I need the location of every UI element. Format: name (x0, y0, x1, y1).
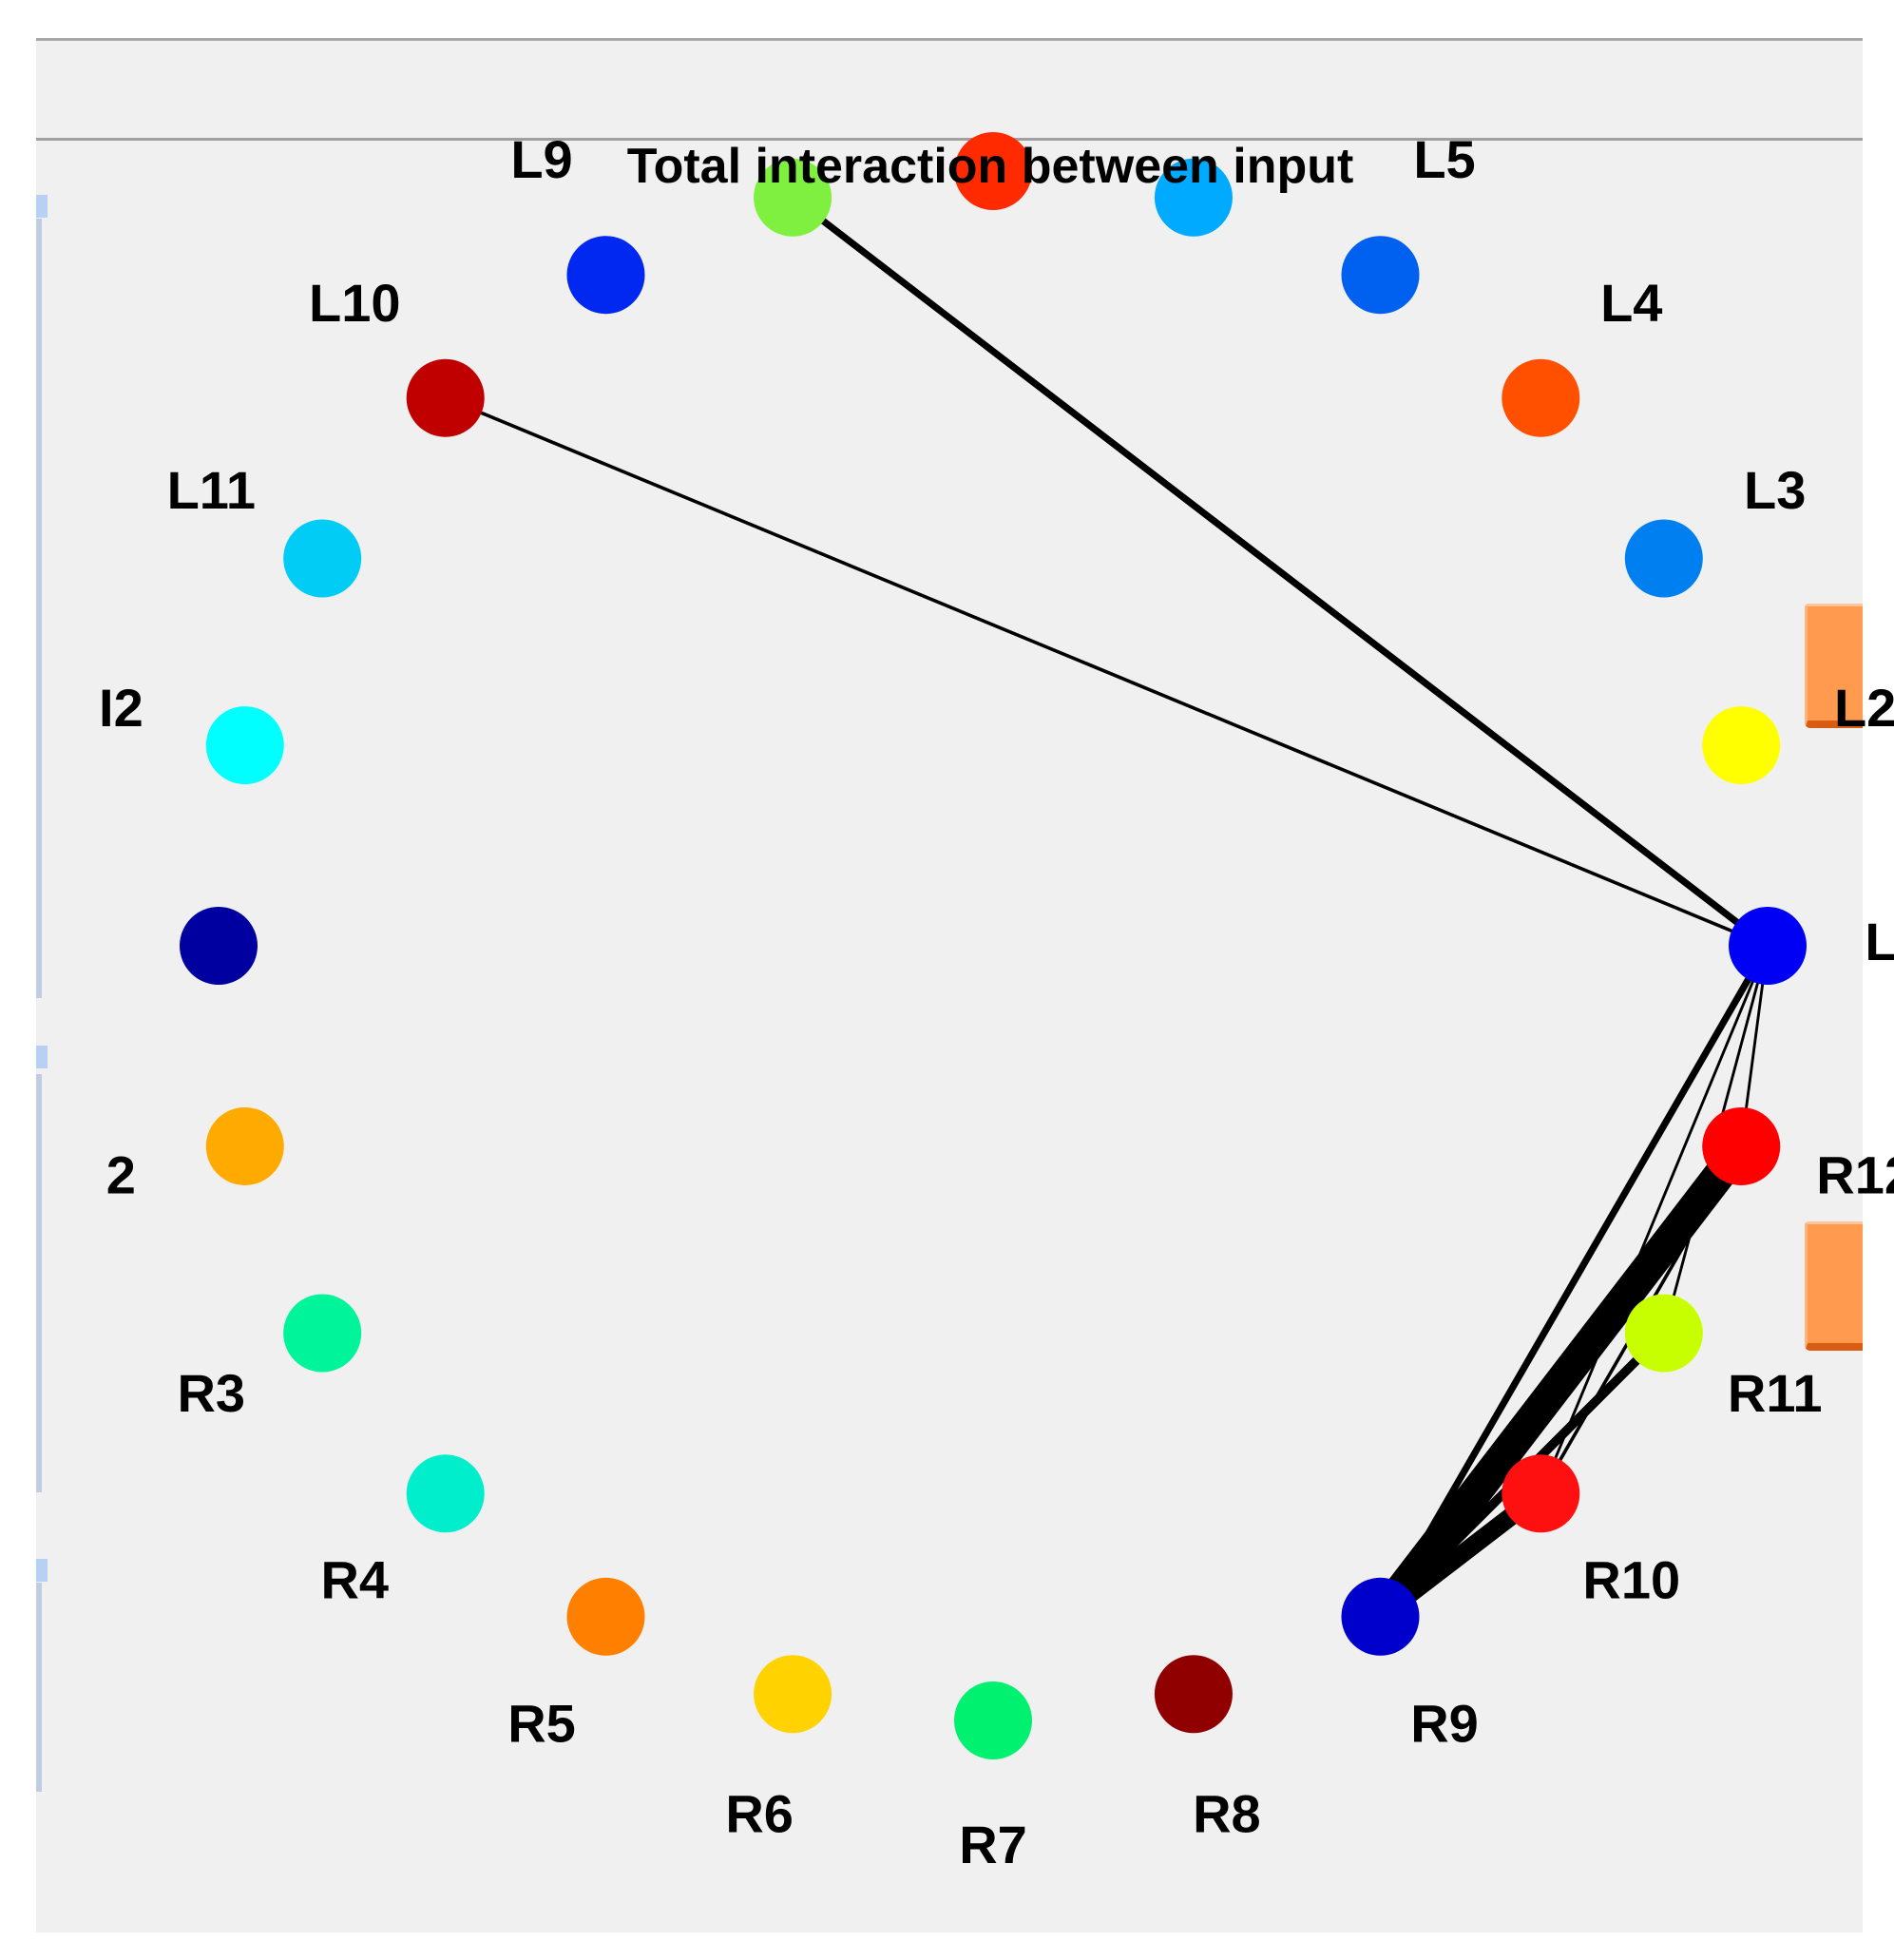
left-panel-edge (36, 1583, 42, 1792)
node-marker (1341, 1577, 1420, 1656)
left-panel-handle[interactable] (36, 1559, 48, 1582)
plot-title: Total interaction between input (627, 139, 1354, 194)
toolbar-divider (36, 138, 1863, 141)
interaction-edge (1376, 942, 1771, 1621)
node-marker (205, 706, 284, 785)
node-label: R6 (725, 1783, 794, 1843)
node-marker (1341, 236, 1420, 315)
node-label: R4 (320, 1550, 389, 1610)
node-marker (205, 1106, 284, 1185)
node-label: R10 (1582, 1550, 1680, 1610)
node-label: L3 (1744, 460, 1806, 520)
node-marker (406, 358, 485, 437)
interaction-edge (1364, 1130, 1758, 1633)
node-label: R9 (1410, 1694, 1479, 1754)
node-marker (1702, 706, 1781, 785)
node-marker (1154, 1655, 1233, 1734)
left-panel-edge (36, 219, 42, 998)
node-marker (1154, 158, 1233, 237)
node-label: L11 (167, 460, 256, 520)
node-marker (566, 236, 645, 315)
labels-layer: L1 L2 L3 L4 L5 L9 L10 L11 I2 2 R3 R4 R5 R6 R7 R8 R9 R10 R1… (99, 129, 1894, 1874)
node-label: L10 (309, 273, 401, 333)
interaction-edge (443, 395, 1770, 948)
node-label: L5 (1413, 129, 1475, 189)
node-marker (754, 158, 832, 237)
node-label: R11 (1728, 1363, 1823, 1423)
node-label: R8 (1193, 1783, 1261, 1843)
node-label: I2 (99, 678, 143, 738)
node-marker (754, 1655, 832, 1734)
interaction-edge (789, 194, 1771, 950)
node-label: L4 (1600, 273, 1662, 333)
node-marker (283, 1294, 362, 1373)
node-label: R3 (177, 1363, 245, 1423)
node-marker (406, 1454, 485, 1533)
left-panel-handle[interactable] (36, 195, 48, 218)
node-marker (1502, 358, 1580, 437)
nodes-layer (180, 132, 1807, 1759)
node-label: L9 (510, 129, 572, 189)
side-action-button[interactable] (1805, 1221, 1863, 1351)
node-marker (1502, 1454, 1580, 1533)
node-label: R7 (959, 1815, 1027, 1874)
node-label: 2 (106, 1145, 136, 1205)
left-panel-edge (36, 1074, 42, 1492)
side-action-button[interactable] (1805, 604, 1863, 728)
node-marker (1729, 907, 1807, 985)
node-label: R5 (507, 1694, 576, 1754)
node-marker (180, 907, 258, 985)
node-marker (1624, 519, 1703, 598)
figure-panel (36, 38, 1863, 1932)
node-marker (1702, 1106, 1781, 1185)
node-marker (954, 132, 1032, 210)
node-marker (954, 1681, 1032, 1759)
node-marker (566, 1577, 645, 1656)
node-marker (283, 519, 362, 598)
node-label: R12 (1816, 1145, 1894, 1205)
node-label: L2 (1834, 678, 1894, 738)
interaction-edge (1539, 944, 1770, 1495)
node-label: L1 (1865, 912, 1894, 971)
left-panel-handle[interactable] (36, 1046, 48, 1068)
node-marker (1624, 1294, 1703, 1373)
